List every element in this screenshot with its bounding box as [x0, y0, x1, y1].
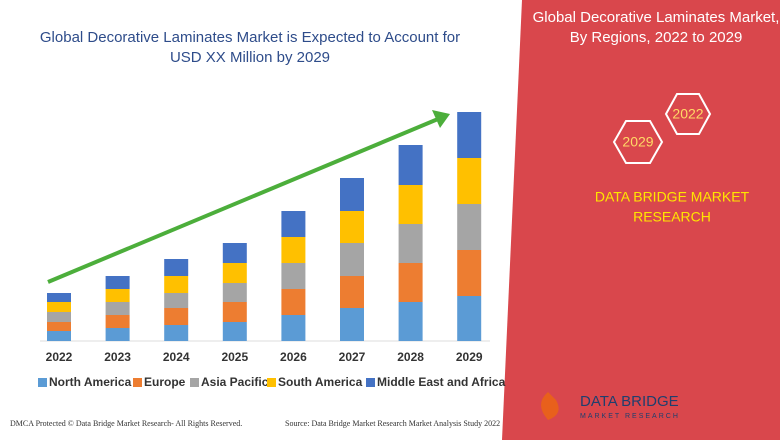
legend-swatch	[190, 378, 199, 387]
bar-segment	[457, 204, 482, 250]
bar-segment	[281, 211, 306, 237]
x-tick-label: 2022	[46, 350, 73, 364]
bar-segment	[340, 308, 364, 341]
trend-arrow	[47, 117, 439, 284]
bar-segment	[222, 322, 247, 341]
x-tick-label: 2023	[104, 350, 131, 364]
bar-segment	[398, 302, 423, 341]
legend-label: Europe	[144, 375, 186, 389]
bar-segment	[398, 145, 423, 185]
bar-segment	[164, 276, 189, 293]
legend-swatch	[133, 378, 142, 387]
bar-segment	[105, 315, 130, 328]
bar-segment	[281, 237, 306, 263]
logo-tagline: MARKET RESEARCH	[580, 413, 680, 420]
bar-segment	[47, 322, 71, 331]
bar-segment	[398, 263, 423, 302]
bar-segment	[281, 289, 306, 315]
side-panel	[502, 0, 780, 440]
bar-segment	[164, 293, 189, 308]
x-tick-label: 2028	[397, 350, 424, 364]
bar-segment	[105, 289, 130, 302]
arrow-head	[432, 110, 450, 128]
legend-label: Asia Pacific	[201, 375, 269, 389]
panel-title: By Regions, 2022 to 2029	[570, 29, 743, 46]
hexagon	[612, 120, 664, 164]
title: Global Decorative Laminates Market is Ex…	[40, 29, 460, 46]
badge: 2022	[672, 106, 703, 122]
bar-segment	[222, 302, 247, 322]
logo-icon	[541, 392, 559, 420]
bar-segment	[164, 308, 189, 325]
brand: RESEARCH	[633, 209, 711, 225]
bar-segment	[281, 263, 306, 289]
title: USD XX Million by 2029	[170, 49, 330, 66]
bar-segment	[47, 302, 71, 312]
bar-segment	[47, 331, 71, 341]
bar-segment	[457, 158, 482, 204]
bar-segment	[340, 178, 364, 211]
panel-title: Global Decorative Laminates Market,	[533, 9, 780, 26]
legend-swatch	[267, 378, 276, 387]
legend-swatch	[366, 378, 375, 387]
bar-segment	[340, 276, 364, 308]
x-tick-label: 2029	[456, 350, 483, 364]
legend-label: North America	[49, 375, 132, 389]
hexagon	[664, 93, 712, 135]
bar-segment	[105, 302, 130, 315]
x-tick-label: 2024	[163, 350, 190, 364]
bar-segment	[47, 293, 71, 302]
bar-segment	[457, 250, 482, 296]
bar-segment	[340, 211, 364, 243]
bar-segment	[281, 315, 306, 341]
bar-segment	[398, 224, 423, 263]
bar-segment	[164, 325, 189, 341]
logo-name: DATA BRIDGE	[580, 393, 679, 410]
bar-segment	[105, 328, 130, 341]
bar-segment	[222, 243, 247, 263]
x-tick-label: 2025	[221, 350, 248, 364]
bar-segment	[457, 112, 482, 158]
legend-label: Middle East and Africa	[377, 375, 506, 389]
footer-right: Source: Data Bridge Market Research Mark…	[285, 419, 500, 428]
footer-left: DMCA Protected © Data Bridge Market Rese…	[10, 419, 242, 428]
bar-segment	[222, 283, 247, 302]
legend-label: South America	[278, 375, 363, 389]
bar-segment	[105, 276, 130, 289]
x-tick-label: 2027	[339, 350, 366, 364]
bar-segment	[340, 243, 364, 276]
badge: 2029	[622, 134, 653, 150]
legend-swatch	[38, 378, 47, 387]
x-tick-label: 2026	[280, 350, 307, 364]
bar-segment	[222, 263, 247, 283]
bar-segment	[398, 185, 423, 224]
brand: DATA BRIDGE MARKET	[595, 189, 750, 205]
bar-segment	[47, 312, 71, 322]
bar-segment	[164, 259, 189, 276]
bar-segment	[457, 296, 482, 341]
